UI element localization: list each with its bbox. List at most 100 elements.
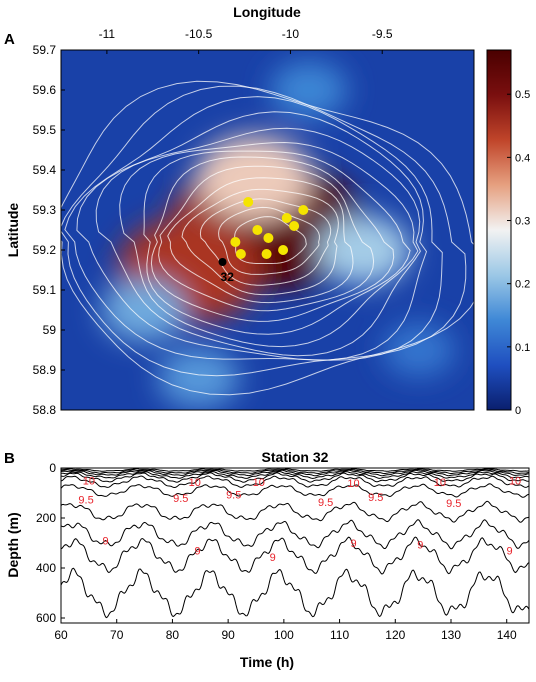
isotherm-lines <box>61 468 529 619</box>
isotherm-line <box>61 536 529 575</box>
bathymetry-contours <box>61 80 474 396</box>
bathymetry-contour <box>181 188 339 296</box>
heatmap-blob <box>270 61 348 119</box>
measurement-marker <box>298 205 309 215</box>
y-tick-label: 59.2 <box>33 243 57 257</box>
isotherm-line <box>61 469 529 477</box>
panel-a-y-axis-title: Latitude <box>5 203 21 258</box>
panel-b-letter: B <box>4 450 15 467</box>
panel-a-ticks: -11 -10.5 -10 -9.5 58.8 58.9 59 59.1 59.2 59.3 59.… <box>33 27 393 417</box>
y-tick-label: 59.6 <box>33 83 57 97</box>
isotherm-label: 10 <box>347 478 359 490</box>
measurement-marker <box>243 197 254 207</box>
heatmap-blob <box>382 323 456 377</box>
isotherm-line <box>61 475 529 489</box>
panel-b-x-axis-title: Time (h) <box>240 654 294 670</box>
plot-frame <box>60 467 530 624</box>
colorbar-ticks: 0 0.1 0.2 0.3 0.4 0.5 <box>507 89 530 417</box>
bathymetry-contour <box>167 177 354 304</box>
y-tick-label: 59.3 <box>33 203 57 217</box>
isotherm-line <box>61 483 529 498</box>
colorbar-tick-label: 0.1 <box>515 342 530 354</box>
measurement-marker <box>252 225 263 235</box>
x-tick-label: 80 <box>166 628 180 642</box>
isotherm-line <box>61 500 529 523</box>
bathymetry-contour <box>76 111 428 361</box>
isotherm-label: 10 <box>434 477 446 489</box>
measurement-marker <box>261 249 272 259</box>
isotherm-label: 9.5 <box>78 494 93 506</box>
isotherm-label: 10 <box>189 477 201 489</box>
x-tick-label: 100 <box>274 628 294 642</box>
measurement-marker <box>278 245 289 255</box>
y-tick-label: 59.4 <box>33 163 57 177</box>
y-tick-label: 58.9 <box>33 363 57 377</box>
heatmap-field <box>100 61 456 408</box>
y-tick-label: 400 <box>36 561 56 575</box>
bathymetry-contour <box>64 96 443 361</box>
isotherm-line <box>61 472 529 483</box>
isotherm-label: 9 <box>417 539 423 551</box>
isotherm-line <box>61 567 529 619</box>
colorbar <box>486 49 512 411</box>
bathymetry-contour <box>199 198 332 286</box>
isotherm-line <box>61 519 529 550</box>
x-tick-label: -10.5 <box>185 27 213 41</box>
x-tick-label: 120 <box>385 628 405 642</box>
x-tick-label: -11 <box>99 27 116 41</box>
x-tick-label: 90 <box>221 628 235 642</box>
panel-a-x-axis-title: Longitude <box>233 4 301 20</box>
measurement-marker <box>230 237 241 247</box>
bathymetry-contour <box>150 156 395 322</box>
isotherm-line <box>61 468 529 475</box>
y-tick-label: 59 <box>43 323 57 337</box>
heatmap-blob <box>158 348 240 408</box>
colorbar-tick-label: 0.4 <box>515 152 530 164</box>
isotherm-label: 9.5 <box>446 498 461 510</box>
bathymetry-contour <box>143 150 411 335</box>
x-tick-label: 60 <box>54 628 68 642</box>
station-label: 32 <box>221 270 235 284</box>
colorbar-tick-label: 0 <box>515 405 521 417</box>
isotherm-label: 10 <box>253 477 265 489</box>
isotherm-label: 9.5 <box>173 493 188 505</box>
isotherm-label: 10 <box>83 476 95 488</box>
panel-a-letter: A <box>4 31 15 48</box>
y-tick-label: 58.8 <box>33 403 57 417</box>
x-tick-label: 130 <box>441 628 461 642</box>
x-tick-label: 140 <box>497 628 517 642</box>
y-tick-label: 59.7 <box>33 43 57 57</box>
y-tick-label: 200 <box>36 511 56 525</box>
y-tick-label: 59.1 <box>33 283 57 297</box>
measurement-marker <box>263 233 274 243</box>
bathymetry-contour <box>95 127 421 357</box>
map-heatmap <box>61 50 474 410</box>
y-tick-label: 0 <box>49 461 56 475</box>
isotherm-label: 9.5 <box>318 497 333 509</box>
isotherm-label: 9 <box>194 546 200 558</box>
isotherm-label: 9 <box>103 536 109 548</box>
panel-b-ticks: 60 70 80 90 100 110 120 130 140 0 200 400 600 <box>36 461 517 642</box>
panel-b-title: Station 32 <box>262 449 329 465</box>
colorbar-tick-label: 0.5 <box>515 89 530 101</box>
isotherm-label: 10 <box>509 476 521 488</box>
x-tick-label: -9.5 <box>372 27 393 41</box>
isotherm-label: 9 <box>270 552 276 564</box>
y-tick-label: 600 <box>36 611 56 625</box>
y-tick-label: 59.5 <box>33 123 57 137</box>
measurement-marker <box>289 221 300 231</box>
x-tick-label: 110 <box>330 628 349 642</box>
colorbar-tick-label: 0.2 <box>515 279 530 291</box>
station-marker <box>218 258 227 266</box>
isotherm-label: 9.5 <box>226 489 241 501</box>
plot-background <box>61 468 529 623</box>
colorbar-tick-label: 0.3 <box>515 216 530 228</box>
bathymetry-contour <box>61 85 467 377</box>
bathymetry-contour <box>158 165 375 312</box>
panel-b-y-axis-title: Depth (m) <box>5 512 21 577</box>
heatmap-blob <box>100 278 187 342</box>
measurement-marker <box>281 213 292 223</box>
bathymetry-contour <box>119 141 419 348</box>
